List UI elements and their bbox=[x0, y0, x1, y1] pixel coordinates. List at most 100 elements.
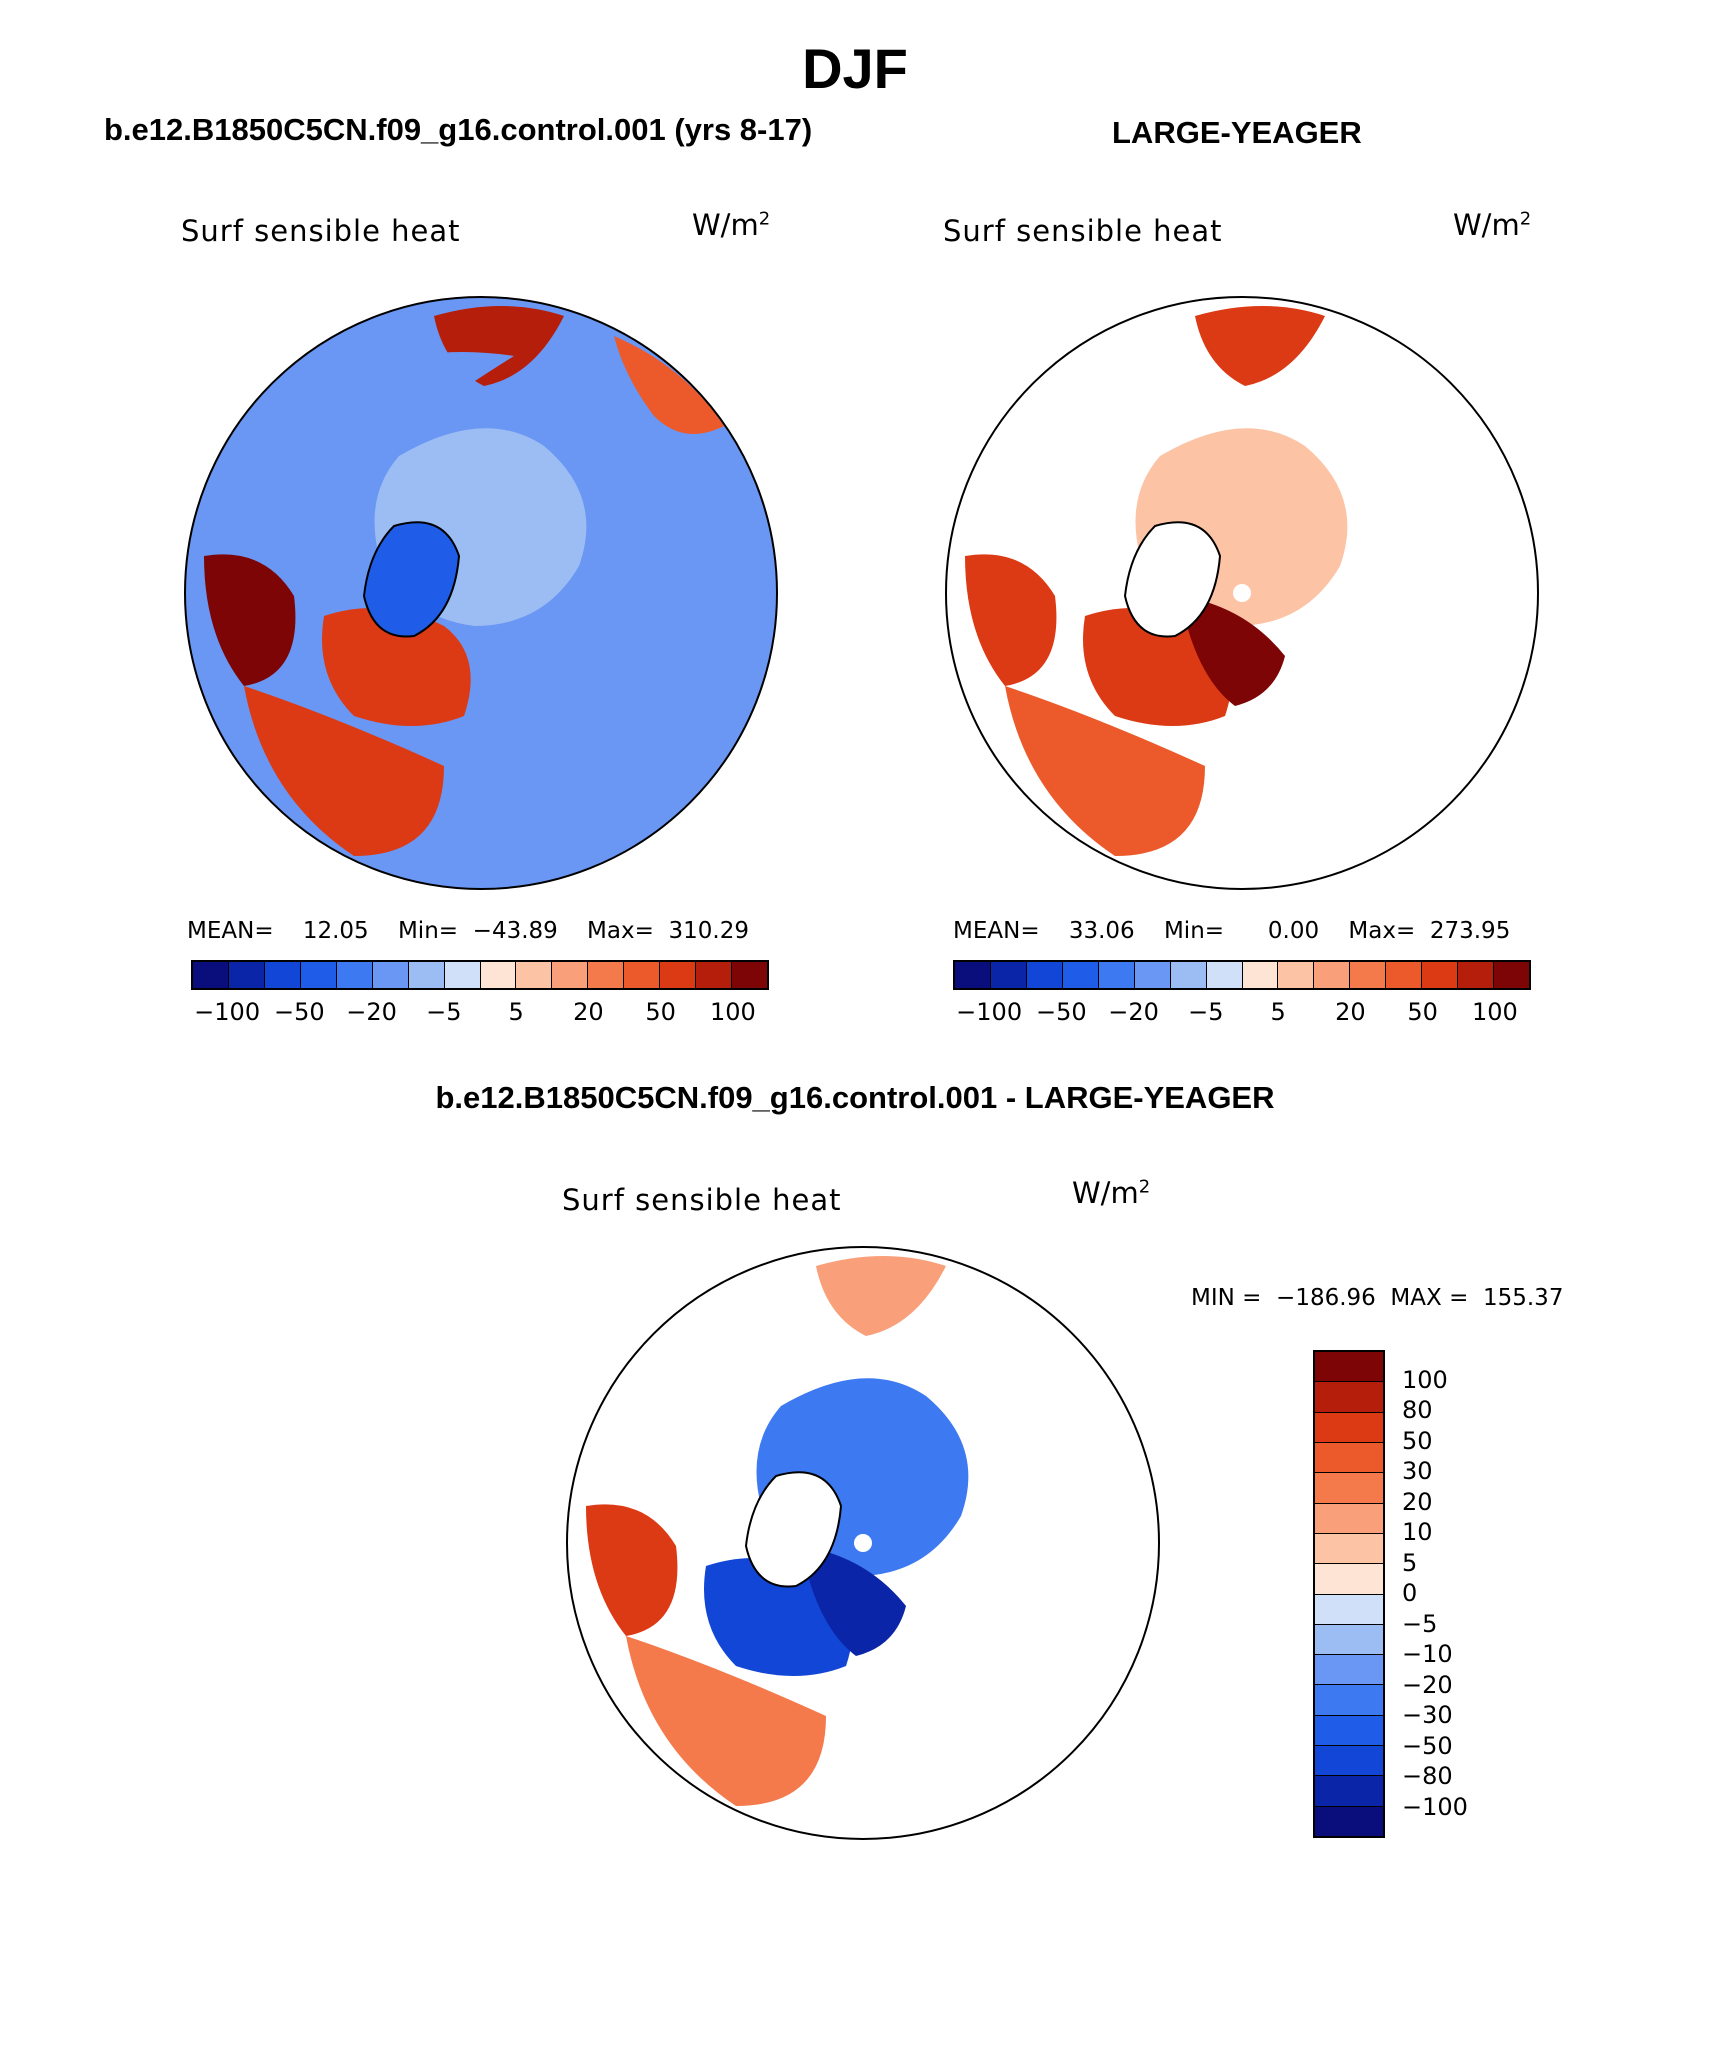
colorbar-tick-label: −100 bbox=[194, 998, 261, 1026]
colorbar-tick-label: −20 bbox=[1402, 1670, 1453, 1699]
colorbar-cell bbox=[1315, 1746, 1383, 1777]
panel3-max-value: 155.37 bbox=[1482, 1285, 1564, 1311]
colorbar-tick-label: −30 bbox=[1402, 1701, 1453, 1729]
panel2-min-label: Min= bbox=[1163, 918, 1225, 944]
colorbar-cell bbox=[1315, 1685, 1383, 1716]
colorbar-cell bbox=[444, 962, 481, 988]
main-title: DJF bbox=[802, 37, 908, 100]
panel3-max-label: MAX = bbox=[1390, 1285, 1469, 1311]
colorbar-tick-label: −100 bbox=[956, 998, 1023, 1026]
colorbar-cell bbox=[1315, 1533, 1383, 1565]
colorbar-cell bbox=[300, 962, 337, 988]
colorbar-cell bbox=[1315, 1624, 1383, 1656]
colorbar-tick-label: 30 bbox=[1402, 1457, 1433, 1485]
panel1-polar-map bbox=[184, 296, 778, 890]
colorbar-cell bbox=[1278, 962, 1315, 988]
panel1-unit-base: W/m bbox=[692, 208, 759, 242]
colorbar-cell bbox=[1315, 1564, 1383, 1595]
colorbar-cell bbox=[372, 962, 409, 988]
colorbar-cell bbox=[1314, 962, 1351, 988]
panel1-colorbar bbox=[191, 960, 769, 990]
colorbar-cell bbox=[264, 962, 301, 988]
region-barents bbox=[1180, 596, 1285, 706]
panel2-colorbar bbox=[953, 960, 1531, 990]
region-labrador bbox=[965, 554, 1057, 686]
colorbar-cell bbox=[193, 962, 229, 988]
panel1-min-value: −43.89 bbox=[472, 918, 558, 944]
colorbar-tick-label: −80 bbox=[1402, 1762, 1453, 1790]
colorbar-cell bbox=[1315, 1594, 1383, 1625]
colorbar-tick-label: 100 bbox=[1471, 998, 1518, 1026]
colorbar-cell bbox=[1170, 962, 1207, 988]
colorbar-cell bbox=[1062, 962, 1099, 988]
region-greenland bbox=[1123, 521, 1222, 638]
colorbar-cell bbox=[1134, 962, 1171, 988]
colorbar-tick-label: 5 bbox=[1402, 1548, 1418, 1577]
colorbar-cell bbox=[732, 962, 767, 988]
colorbar-tick-label: 50 bbox=[645, 998, 676, 1026]
panel3-case-title: b.e12.B1850C5CN.f09_g16.control.001 - LA… bbox=[435, 1080, 1275, 1115]
colorbar-tick-label: −20 bbox=[346, 998, 397, 1026]
colorbar-cell bbox=[480, 962, 517, 988]
map-outline bbox=[945, 296, 1539, 890]
panel2-unit-base: W/m bbox=[1453, 208, 1520, 242]
colorbar-cell bbox=[1315, 1715, 1383, 1747]
region-greenland bbox=[744, 1471, 843, 1588]
colorbar-cell bbox=[1315, 1655, 1383, 1686]
colorbar-tick-label: 10 bbox=[1402, 1518, 1433, 1546]
region-eurasia bbox=[262, 352, 514, 546]
colorbar-tick-label: 100 bbox=[1402, 1365, 1448, 1394]
panel3-polar-map bbox=[566, 1246, 1160, 1840]
colorbar-cell bbox=[1315, 1352, 1383, 1383]
colorbar-tick-label: −10 bbox=[1402, 1640, 1453, 1668]
panel2-mean-label: MEAN= bbox=[953, 918, 1040, 944]
region-labrador bbox=[204, 554, 296, 686]
colorbar-tick-label: −5 bbox=[1402, 1609, 1438, 1638]
colorbar-cell bbox=[1315, 1806, 1383, 1836]
colorbar-cell bbox=[336, 962, 373, 988]
panel1-mean-label: MEAN= bbox=[187, 918, 274, 944]
panel2-variable-label: Surf sensible heat bbox=[943, 214, 1223, 248]
north-pole-marker bbox=[854, 1534, 872, 1552]
panel1-case-title: b.e12.B1850C5CN.f09_g16.control.001 (yrs… bbox=[104, 112, 813, 147]
colorbar-cell bbox=[228, 962, 265, 988]
panel3-min-value: −186.96 bbox=[1276, 1285, 1376, 1311]
panel2-unit-sup: 2 bbox=[1519, 208, 1532, 230]
region-natlantic bbox=[626, 1636, 826, 1806]
panel2-stats: MEAN= 33.06 Min= 0.00 Max= 273.95 bbox=[953, 918, 1510, 944]
panel2-max-value: 273.95 bbox=[1429, 918, 1511, 944]
region-alaska bbox=[614, 336, 724, 434]
colorbar-cell bbox=[1315, 1473, 1383, 1504]
colorbar-tick-label: 20 bbox=[1402, 1487, 1433, 1516]
colorbar-tick-label: −50 bbox=[1036, 998, 1087, 1026]
region-natlantic bbox=[244, 686, 444, 856]
colorbar-cell bbox=[516, 962, 553, 988]
region-nordic bbox=[322, 608, 471, 726]
colorbar-cell bbox=[1026, 962, 1063, 988]
north-pole-marker bbox=[1233, 584, 1251, 602]
panel1-max-value: 310.29 bbox=[668, 918, 749, 944]
panel1-min-label: Min= bbox=[397, 918, 459, 944]
colorbar-cell bbox=[1494, 962, 1529, 988]
region-natlantic bbox=[1005, 686, 1205, 856]
colorbar-cell bbox=[408, 962, 445, 988]
panel3-min-label: MIN = bbox=[1191, 1285, 1262, 1311]
region-kuroshio bbox=[1195, 306, 1325, 386]
colorbar-cell bbox=[696, 962, 733, 988]
colorbar-tick-label: −100 bbox=[1402, 1792, 1468, 1821]
region-greenland bbox=[362, 521, 461, 638]
panel3-colorbar bbox=[1313, 1350, 1385, 1838]
colorbar-tick-label: 5 bbox=[508, 998, 524, 1026]
panel3-stats: MIN = −186.96 MAX = 155.37 bbox=[1191, 1285, 1563, 1311]
colorbar-cell bbox=[1315, 1776, 1383, 1807]
colorbar-tick-label: 20 bbox=[573, 998, 604, 1026]
region-kuroshio bbox=[816, 1256, 946, 1336]
colorbar-tick-label: 0 bbox=[1402, 1579, 1418, 1607]
panel1-variable-label: Surf sensible heat bbox=[181, 214, 461, 248]
colorbar-cell bbox=[1386, 962, 1423, 988]
colorbar-tick-label: 50 bbox=[1407, 998, 1438, 1026]
colorbar-cell bbox=[588, 962, 625, 988]
panel2-polar-map bbox=[945, 296, 1539, 890]
colorbar-tick-label: −5 bbox=[1188, 998, 1224, 1026]
panel3-unit: W/m2 bbox=[1072, 1176, 1150, 1210]
